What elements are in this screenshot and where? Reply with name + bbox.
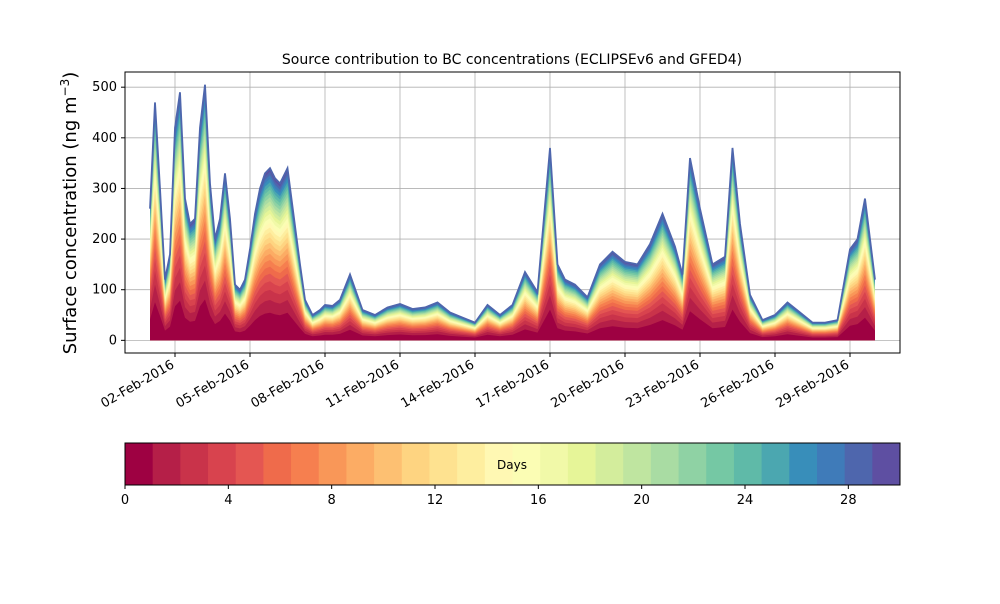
colorbar-tick-label: 4	[224, 493, 232, 508]
x-tick-label: 14-Feb-2016	[398, 357, 477, 411]
colorbar-segment	[816, 443, 846, 485]
colorbar-segment	[623, 443, 652, 485]
x-tick-label: 08-Feb-2016	[248, 357, 327, 411]
colorbar-segment	[789, 443, 818, 485]
colorbar-segment	[401, 443, 430, 485]
colorbar: 0 4 8 12 16 20 24 28	[121, 442, 901, 508]
colorbar-segment	[650, 443, 680, 485]
colorbar-segment	[512, 443, 541, 485]
colorbar-segment	[152, 443, 181, 485]
colorbar-tick-label: 16	[530, 493, 547, 508]
colorbar-segment	[318, 443, 347, 485]
x-tick-label: 23-Feb-2016	[623, 357, 702, 411]
y-axis-label-superscript: −3	[58, 79, 72, 97]
colorbar-segment	[706, 443, 735, 485]
chart-title: Source contribution to BC concentrations…	[282, 52, 742, 68]
colorbar-segment	[374, 443, 403, 485]
colorbar-segment	[872, 443, 901, 485]
colorbar-tick-label: 8	[328, 493, 336, 508]
plot-frame	[124, 71, 901, 354]
x-tick-label: 29-Feb-2016	[773, 357, 852, 411]
colorbar-segment	[457, 443, 486, 485]
colorbar-segment	[429, 443, 458, 485]
colorbar-label: Days	[497, 458, 527, 472]
colorbar-segment	[567, 443, 597, 485]
colorbar-segment	[484, 443, 513, 485]
colorbar-segment	[761, 443, 790, 485]
y-tick-label: 400	[92, 131, 117, 146]
colorbar-tick-label: 20	[633, 493, 650, 508]
y-axis-label-main: Surface concentration (ng m	[60, 96, 81, 354]
colorbar-tick-label: 12	[427, 493, 444, 508]
x-tick-label: 02-Feb-2016	[98, 357, 177, 411]
colorbar-segment	[733, 443, 763, 485]
colorbar-segment	[595, 443, 624, 485]
colorbar-segment	[180, 443, 209, 485]
x-tick-label: 26-Feb-2016	[698, 357, 777, 411]
y-tick-label: 500	[92, 80, 117, 95]
area-band	[150, 299, 875, 341]
x-tick-label: 05-Feb-2016	[173, 357, 252, 411]
colorbar-frame	[124, 442, 901, 486]
y-tick-label: 0	[109, 333, 117, 348]
total-line	[149, 84, 876, 324]
colorbar-tick-label: 28	[840, 493, 857, 508]
colorbar-segment	[540, 443, 569, 485]
colorbar-segment	[125, 443, 154, 485]
colorbar-tick-label: 24	[737, 493, 754, 508]
x-tick-label: 17-Feb-2016	[473, 357, 552, 411]
x-tick-label: 20-Feb-2016	[548, 357, 627, 411]
colorbar-segment	[678, 443, 707, 485]
plot-area: 0 100 200 300 400 500 02-Feb-201605-Feb-201608…	[92, 71, 901, 411]
colorbar-segment	[291, 443, 320, 485]
colorbar-segment	[263, 443, 292, 485]
y-tick-label: 300	[92, 181, 117, 196]
colorbar-segment	[208, 443, 237, 485]
colorbar-segment	[346, 443, 375, 485]
y-tick-label: 100	[92, 283, 117, 298]
colorbar-tick-label: 0	[121, 493, 129, 508]
colorbar-segment	[235, 443, 264, 485]
x-tick-label: 11-Feb-2016	[323, 357, 402, 411]
y-axis-label: Surface concentration (ng m−3)	[58, 72, 81, 355]
y-axis-label-suffix: )	[60, 72, 81, 79]
y-tick-label: 200	[92, 232, 117, 247]
colorbar-segment	[844, 443, 873, 485]
